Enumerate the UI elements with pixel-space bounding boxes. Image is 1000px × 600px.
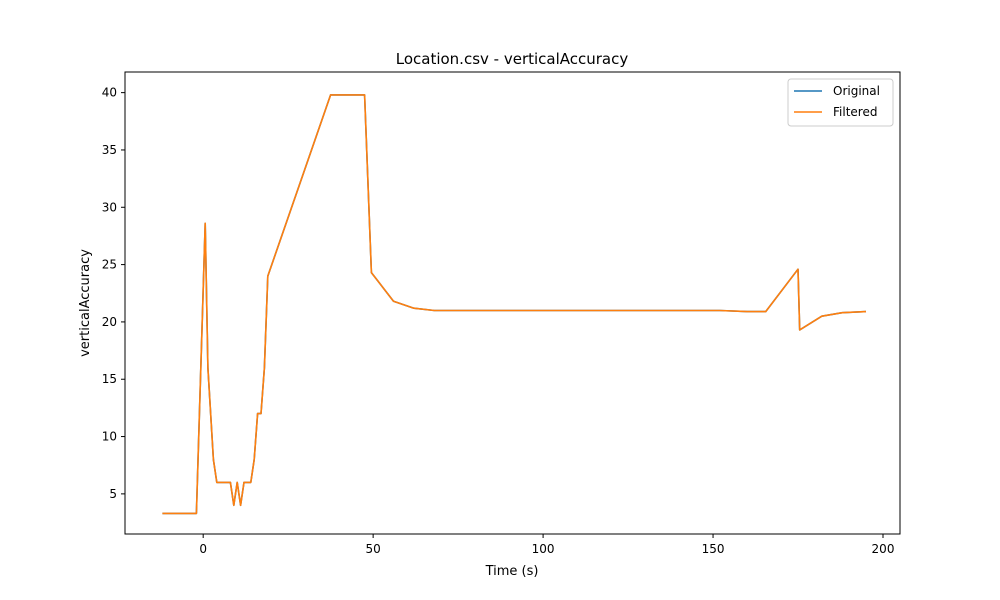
x-tick-label: 100 xyxy=(532,542,555,556)
x-tick-label: 150 xyxy=(702,542,725,556)
series-line-filtered xyxy=(162,94,867,515)
x-tick-label: 200 xyxy=(872,542,895,556)
y-axis: 5 10 15 20 25 30 35 40 xyxy=(102,86,125,501)
plot-frame xyxy=(124,71,901,535)
plot-area xyxy=(124,71,901,535)
y-tick-label: 35 xyxy=(102,143,117,157)
x-axis-label: Time (s) xyxy=(485,564,539,579)
series-layer xyxy=(162,94,867,515)
y-axis-label: verticalAccuracy xyxy=(78,249,93,357)
y-tick-label: 10 xyxy=(102,430,117,444)
chart-title: Location.csv - verticalAccuracy xyxy=(396,50,629,68)
y-tick-label: 5 xyxy=(109,487,117,501)
legend-label-original: Original xyxy=(833,84,880,98)
y-tick-label: 30 xyxy=(102,200,117,214)
y-tick-label: 25 xyxy=(102,258,117,272)
legend-label-filtered: Filtered xyxy=(833,105,877,119)
legend: Original Filtered xyxy=(787,78,894,127)
y-tick-label: 40 xyxy=(102,86,117,100)
x-tick-label: 0 xyxy=(199,542,207,556)
x-axis: 0 50 100 150 200 xyxy=(199,534,894,556)
y-tick-label: 20 xyxy=(102,315,117,329)
y-tick-label: 15 xyxy=(102,372,117,386)
x-tick-label: 50 xyxy=(365,542,380,556)
